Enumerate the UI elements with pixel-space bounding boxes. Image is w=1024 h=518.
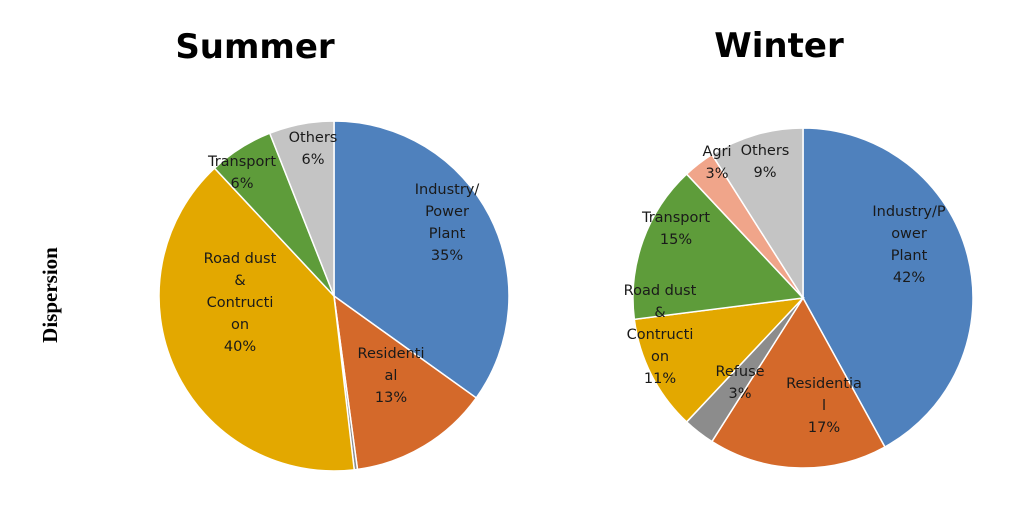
side-label: Dispersion — [38, 247, 62, 343]
pie-slice-road-dust — [158, 167, 356, 472]
slice-label-industry-p: Industry/P ower Plant 42% — [872, 204, 946, 286]
pie-slice-others — [268, 120, 335, 297]
pie-slice-residentia — [710, 296, 886, 469]
pie-slice-industry-p — [802, 127, 974, 448]
pie-slice-residenti — [333, 294, 478, 471]
slice-label-transport: Transport 6% — [207, 154, 276, 192]
pie-slice-industry — [333, 120, 510, 399]
slice-label-others: Others 9% — [741, 143, 790, 181]
summer-pie: Summer Industry/Power Plant 35% Residenti al 1… — [158, 27, 510, 472]
chart-title: Winter — [714, 26, 844, 66]
pie-slice-others — [710, 127, 804, 301]
winter-pie: Winter Industry/P ower Plant 42% Residentia l 1… — [624, 26, 974, 469]
pie-slice-transport — [632, 173, 805, 321]
slice-label-others: Others 6% — [289, 130, 338, 168]
slice-label-agri: Agri 3% — [702, 144, 731, 182]
slice-label-residentia: Residentia l 17% — [786, 376, 862, 436]
chart-title: Summer — [175, 27, 335, 67]
slice-label-industry: Industry/Power Plant 35% — [415, 182, 480, 264]
slice-label-road-dust: Road dust & Contructi on 11% — [624, 283, 697, 387]
slice-label-road-dust: Road dust & Contructi on 40% — [204, 251, 277, 355]
slice-label-residenti: Residenti al 13% — [358, 346, 425, 406]
slice-label-refuse: Refuse 3% — [715, 364, 764, 402]
pie-slice-road-dust — [633, 296, 805, 423]
slice-label-transport: Transport 15% — [641, 210, 710, 248]
